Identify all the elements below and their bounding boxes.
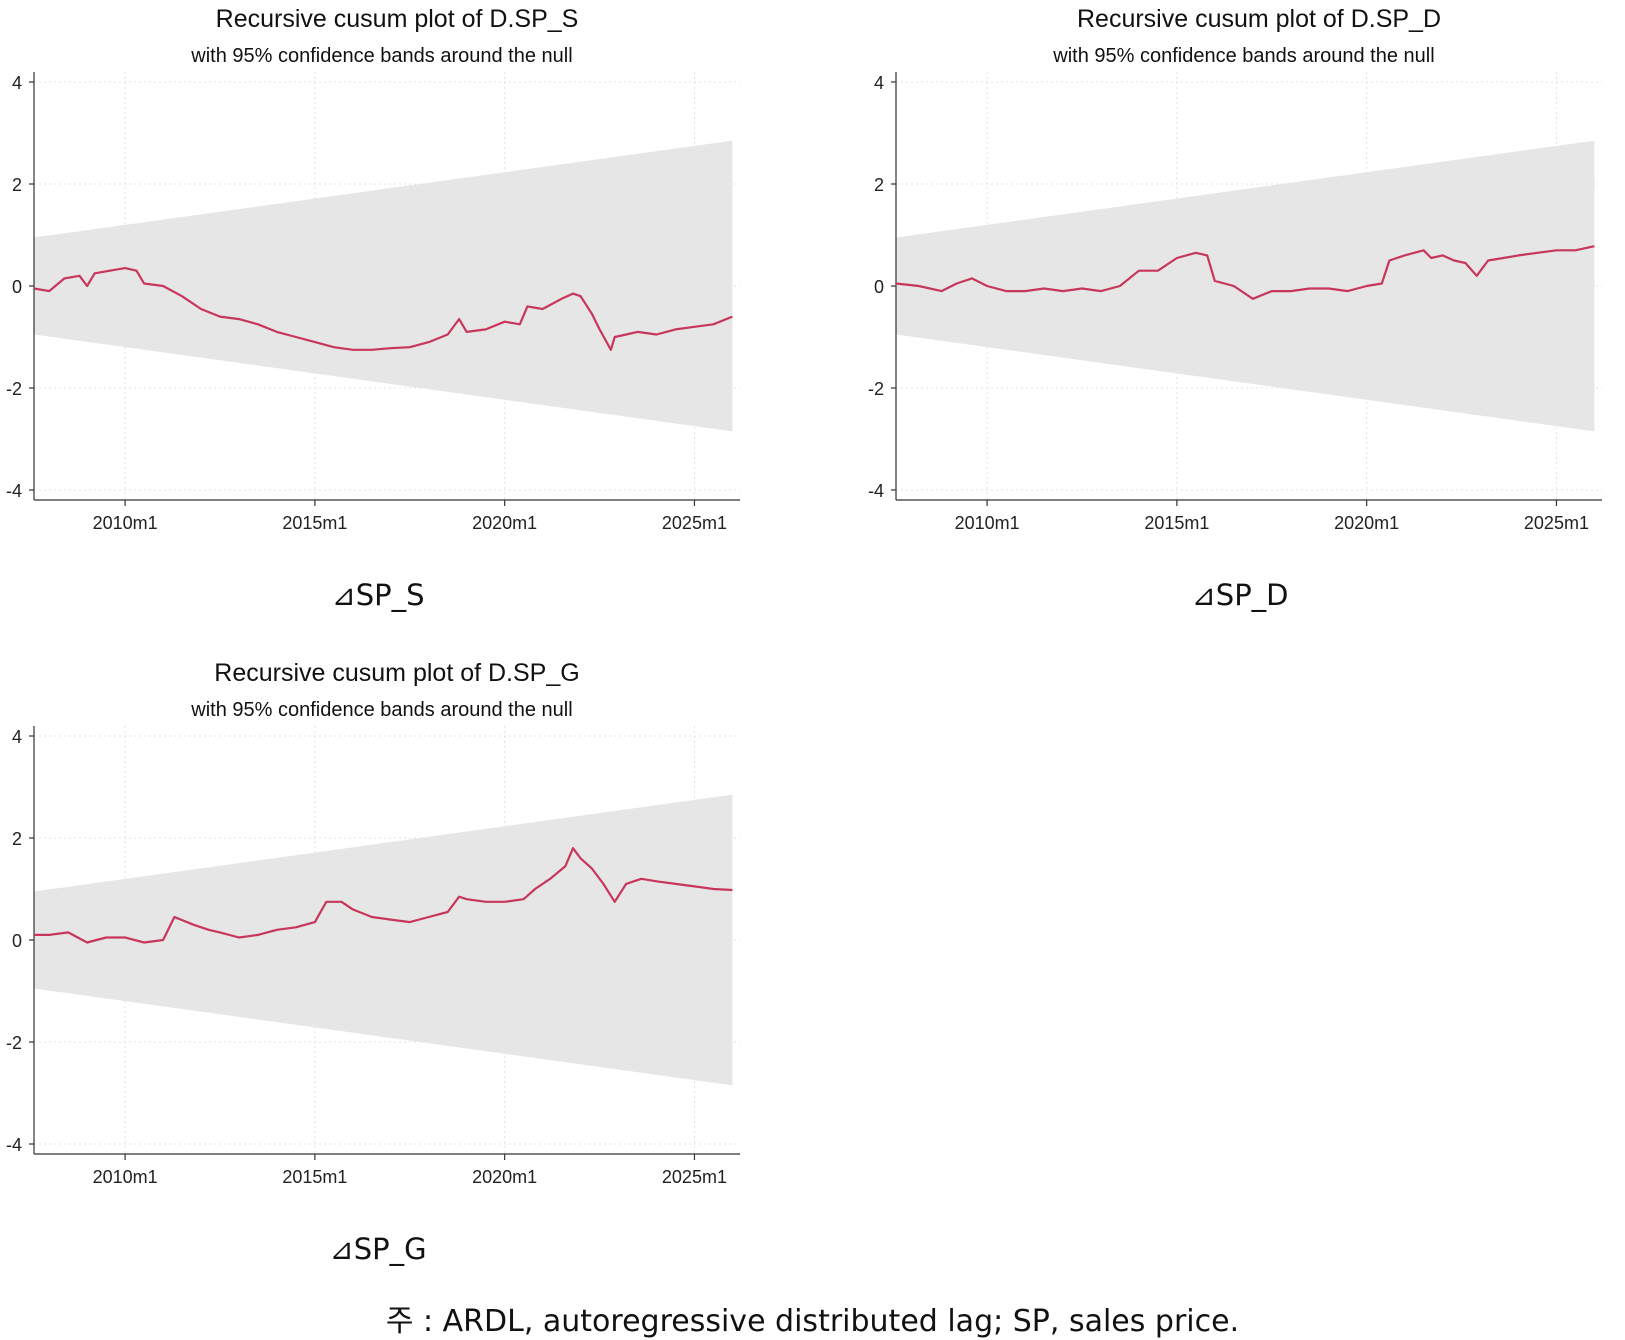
y-tick-label: -4 bbox=[6, 481, 22, 501]
x-tick-label: 2010m1 bbox=[955, 513, 1020, 533]
x-tick-label: 2025m1 bbox=[662, 513, 727, 533]
x-tick-label: 2025m1 bbox=[662, 1167, 727, 1187]
confidence-band bbox=[896, 140, 1595, 432]
chart-subtitle: with 95% confidence bands around the nul… bbox=[190, 699, 572, 721]
chart-title: Recursive cusum plot of D.SP_G bbox=[214, 659, 579, 687]
y-tick-label: 2 bbox=[12, 175, 22, 195]
y-tick-label: 2 bbox=[12, 829, 22, 849]
y-tick-label: -2 bbox=[868, 379, 884, 399]
confidence-band bbox=[34, 794, 733, 1086]
cusum-line bbox=[895, 245, 1595, 300]
y-tick-label: 0 bbox=[874, 277, 884, 297]
caption-sp-s: ⊿SP_S bbox=[331, 578, 425, 612]
caption-sp-d: ⊿SP_D bbox=[1191, 578, 1289, 612]
y-tick-label: 2 bbox=[874, 175, 884, 195]
x-tick-label: 2025m1 bbox=[1524, 513, 1589, 533]
x-tick-label: 2010m1 bbox=[93, 513, 158, 533]
y-tick-label: 4 bbox=[12, 73, 22, 93]
chart-subtitle: with 95% confidence bands around the nul… bbox=[1052, 45, 1434, 67]
cusum-line bbox=[34, 847, 733, 944]
x-tick-label: 2015m1 bbox=[282, 1167, 347, 1187]
y-tick-label: -2 bbox=[6, 379, 22, 399]
footnote: 주 : ARDL, autoregressive distributed lag… bbox=[385, 1304, 1240, 1339]
cusum-line bbox=[33, 267, 733, 351]
x-tick-label: 2020m1 bbox=[472, 513, 537, 533]
x-tick-label: 2010m1 bbox=[93, 1167, 158, 1187]
chart-subtitle: with 95% confidence bands around the nul… bbox=[190, 45, 572, 67]
y-tick-label: -4 bbox=[868, 481, 884, 501]
chart-title: Recursive cusum plot of D.SP_D bbox=[1077, 5, 1441, 33]
confidence-band bbox=[34, 140, 733, 432]
y-tick-label: 4 bbox=[12, 727, 22, 747]
y-tick-label: -2 bbox=[6, 1033, 22, 1053]
x-tick-label: 2015m1 bbox=[1144, 513, 1209, 533]
y-tick-label: 4 bbox=[874, 73, 884, 93]
x-tick-label: 2020m1 bbox=[472, 1167, 537, 1187]
x-tick-label: 2015m1 bbox=[282, 513, 347, 533]
y-tick-label: -4 bbox=[6, 1135, 22, 1155]
y-tick-label: 0 bbox=[12, 277, 22, 297]
y-tick-label: 0 bbox=[12, 931, 22, 951]
chart-title: Recursive cusum plot of D.SP_S bbox=[216, 5, 579, 33]
x-tick-label: 2020m1 bbox=[1334, 513, 1399, 533]
caption-sp-g: ⊿SP_G bbox=[329, 1232, 427, 1266]
